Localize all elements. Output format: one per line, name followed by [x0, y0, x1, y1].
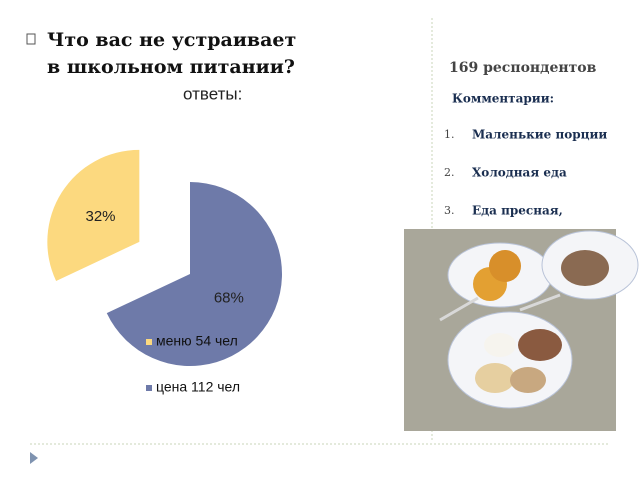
legend-marker	[146, 385, 152, 391]
title-line: Что вас не устраивает в школьном питании?	[47, 29, 296, 78]
bullet	[26, 33, 36, 45]
comment-text: Холодная еда	[472, 166, 567, 180]
pie-slice	[47, 149, 140, 282]
nav-arrow	[30, 452, 38, 464]
pie-slice	[106, 182, 283, 366]
comment-text: Еда пресная,	[472, 204, 563, 218]
comment-number: 1.	[444, 128, 455, 141]
comment-number: 2.	[444, 166, 455, 179]
data-label: 68%	[214, 290, 244, 307]
pie-chart: 32% 68% меню 54 чел цена 112 чел	[47, 149, 283, 395]
comments-heading: Комментарии:	[452, 92, 554, 106]
data-label: 32%	[85, 208, 115, 225]
legend-label: меню 54 чел	[156, 333, 238, 349]
comment-number: 3.	[444, 204, 455, 217]
food-photo	[404, 229, 639, 431]
comment-text: Маленькие порции	[472, 128, 607, 142]
legend-label: цена 112 чел	[156, 379, 240, 395]
subtitle: ответы:	[183, 84, 242, 103]
respondents: 169 респондентов	[449, 60, 597, 76]
legend-marker	[146, 339, 152, 345]
